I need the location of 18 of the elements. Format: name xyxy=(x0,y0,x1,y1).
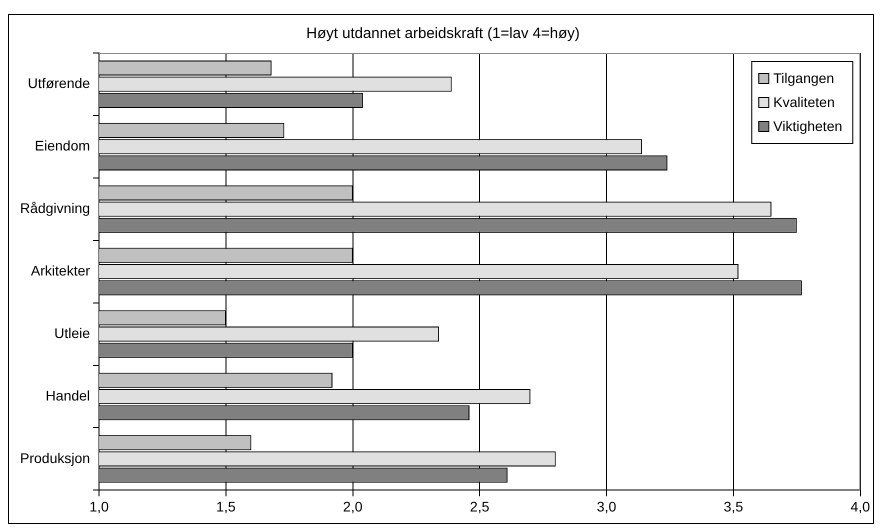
chart-title: Høyt utdannet arbeidskraft (1=lav 4=høy) xyxy=(306,25,580,42)
x-tick-label: 4,0 xyxy=(850,498,870,514)
x-tick-label: 1,5 xyxy=(216,498,236,514)
x-tick-label: 1,0 xyxy=(89,498,109,514)
legend-label: Tilgangen xyxy=(773,70,834,86)
x-tick-label: 2,0 xyxy=(343,498,363,514)
legend-label: Viktigheten xyxy=(773,118,842,134)
x-tick-label: 3,0 xyxy=(596,498,616,514)
y-tick-label: Handel xyxy=(46,387,90,404)
y-tick-label: Utleie xyxy=(54,324,90,341)
y-tick-label: Arkitekter xyxy=(30,262,90,278)
x-tick-label: 3,5 xyxy=(724,498,744,514)
y-tick-label: Utførende xyxy=(28,75,90,92)
legend-label: Kvaliteten xyxy=(773,94,835,110)
y-tick-label: Eiendom xyxy=(34,138,90,154)
y-tick-label: Produksjon xyxy=(20,450,90,466)
x-tick-label: 2,5 xyxy=(470,498,490,514)
y-tick-label: Rådgivning xyxy=(20,200,90,216)
